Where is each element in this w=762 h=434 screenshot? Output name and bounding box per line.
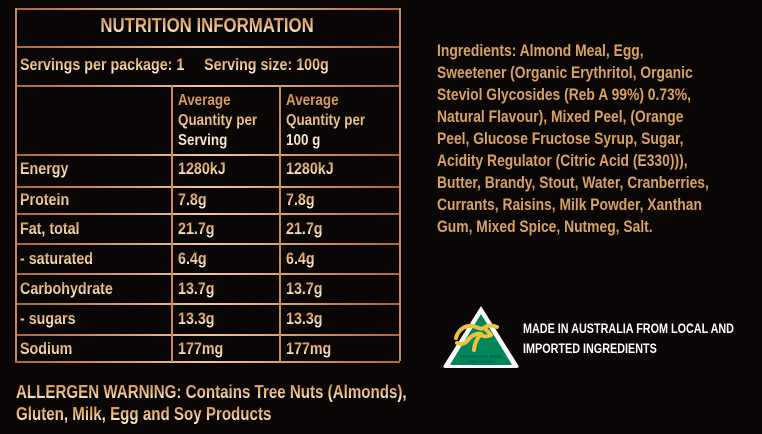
svg-text:AND OWNED: AND OWNED	[467, 359, 495, 364]
